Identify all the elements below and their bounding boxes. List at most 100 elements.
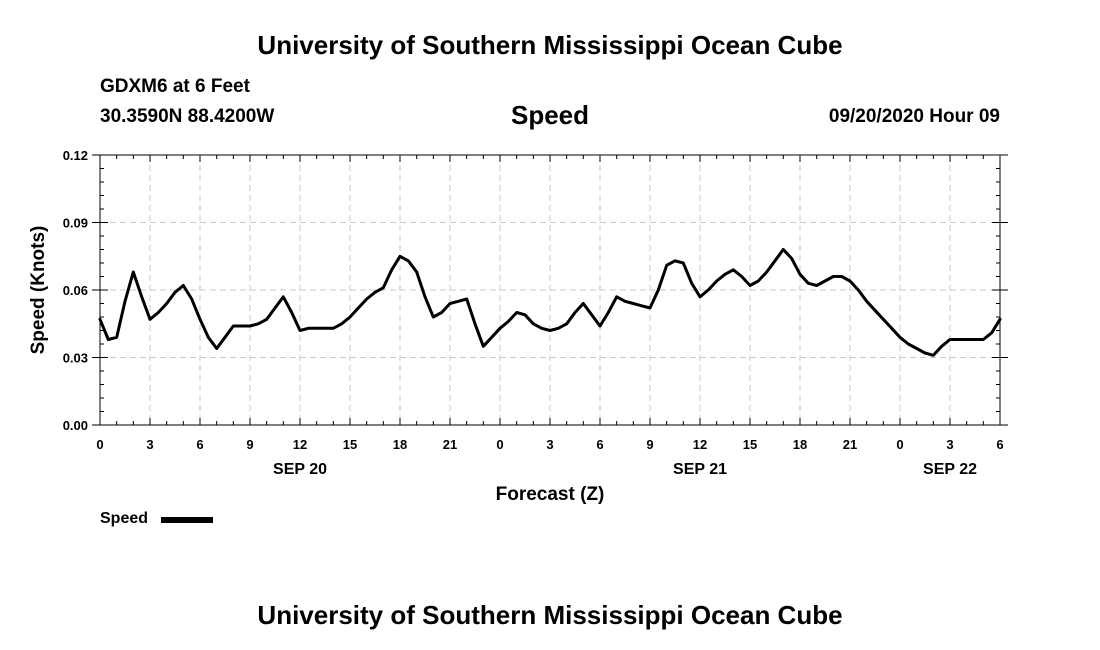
data-point bbox=[815, 284, 818, 287]
data-point bbox=[548, 329, 552, 332]
x-tick-label: 6 bbox=[596, 437, 603, 452]
x-tick-label: 9 bbox=[246, 437, 253, 452]
data-point bbox=[590, 313, 593, 316]
data-point bbox=[632, 302, 635, 305]
data-point bbox=[273, 306, 277, 310]
data-point bbox=[582, 302, 585, 305]
data-point bbox=[223, 336, 227, 339]
y-tick-label: 0.00 bbox=[63, 418, 88, 433]
data-point bbox=[423, 295, 427, 298]
data-point bbox=[773, 259, 777, 262]
data-point bbox=[640, 304, 643, 307]
data-point bbox=[365, 297, 368, 301]
data-point bbox=[523, 313, 527, 316]
data-point bbox=[790, 257, 793, 260]
x-tick-label: 3 bbox=[146, 437, 153, 452]
data-point bbox=[940, 345, 943, 348]
x-tick-label: 12 bbox=[693, 437, 707, 452]
data-point bbox=[623, 300, 627, 303]
plot-title: Speed bbox=[510, 100, 590, 130]
x-axis-title: Forecast (Z) bbox=[496, 484, 605, 505]
data-point bbox=[782, 248, 785, 251]
data-point bbox=[890, 327, 893, 330]
datetime-label: 09/20/2020 Hour 09 bbox=[828, 106, 1000, 127]
data-point bbox=[865, 300, 868, 303]
data-point bbox=[148, 318, 152, 321]
x-tick-label: 0 bbox=[96, 437, 103, 452]
data-point bbox=[457, 300, 460, 303]
data-point bbox=[698, 295, 702, 298]
data-point bbox=[848, 279, 852, 283]
data-point bbox=[173, 291, 177, 294]
data-point bbox=[373, 291, 377, 294]
y-tick-label: 0.09 bbox=[63, 216, 88, 231]
data-point bbox=[140, 295, 143, 298]
footer-title: University of Southern Mississippi Ocean… bbox=[257, 600, 843, 630]
x-tick-label: 21 bbox=[443, 437, 457, 452]
data-point bbox=[907, 342, 910, 346]
legend-swatch bbox=[161, 517, 213, 523]
grid-lines bbox=[100, 155, 1000, 425]
data-point bbox=[407, 259, 410, 262]
data-point bbox=[448, 302, 452, 305]
data-point bbox=[473, 322, 477, 325]
data-point bbox=[440, 311, 443, 314]
data-point bbox=[682, 261, 685, 265]
data-point bbox=[332, 327, 335, 330]
x-tick-label: 6 bbox=[996, 437, 1003, 452]
page-title: University of Southern Mississippi Ocean… bbox=[257, 30, 843, 60]
data-point bbox=[932, 354, 935, 357]
coordinates-label: 30.3590N 88.4200W bbox=[100, 106, 275, 127]
data-point bbox=[182, 284, 185, 287]
data-point bbox=[807, 282, 810, 285]
data-point bbox=[432, 315, 435, 319]
data-point bbox=[382, 286, 385, 289]
data-point bbox=[282, 295, 285, 298]
x-tick-label: 12 bbox=[293, 437, 307, 452]
x-tick-label: 0 bbox=[896, 437, 903, 452]
x-tick-label: 3 bbox=[946, 437, 953, 452]
data-point bbox=[207, 336, 210, 339]
data-point bbox=[115, 336, 118, 339]
data-point bbox=[573, 311, 577, 314]
data-point bbox=[315, 327, 318, 330]
data-point bbox=[107, 338, 110, 341]
data-point bbox=[798, 273, 802, 276]
data-point bbox=[648, 306, 652, 310]
data-point bbox=[615, 295, 618, 298]
data-point bbox=[707, 288, 710, 292]
data-point bbox=[882, 318, 885, 321]
data-point bbox=[832, 275, 835, 278]
data-point bbox=[840, 275, 843, 278]
data-point bbox=[657, 288, 660, 292]
data-point bbox=[390, 268, 393, 271]
data-point bbox=[973, 338, 977, 341]
x-tick-label: 9 bbox=[646, 437, 653, 452]
data-point bbox=[557, 327, 560, 330]
plot-frame bbox=[99, 154, 1001, 426]
data-point bbox=[923, 351, 927, 355]
data-point bbox=[307, 327, 310, 330]
data-point bbox=[765, 270, 768, 274]
y-tick-label: 0.03 bbox=[63, 351, 88, 366]
data-point bbox=[540, 327, 543, 330]
data-point bbox=[740, 275, 743, 278]
x-tick-label: 18 bbox=[793, 437, 807, 452]
data-point bbox=[915, 347, 918, 350]
y-tick-label: 0.06 bbox=[63, 283, 88, 298]
data-point bbox=[465, 297, 468, 301]
data-point bbox=[215, 347, 218, 350]
data-point bbox=[240, 324, 243, 328]
data-point bbox=[990, 331, 993, 334]
x-tick-label: 6 bbox=[196, 437, 203, 452]
data-point bbox=[982, 338, 985, 341]
data-point bbox=[198, 318, 202, 321]
data-point bbox=[132, 270, 135, 274]
data-point bbox=[257, 322, 260, 325]
data-point bbox=[823, 279, 827, 283]
data-point bbox=[873, 309, 877, 312]
data-point bbox=[248, 324, 252, 328]
data-point bbox=[998, 318, 1002, 321]
data-point bbox=[948, 338, 952, 341]
